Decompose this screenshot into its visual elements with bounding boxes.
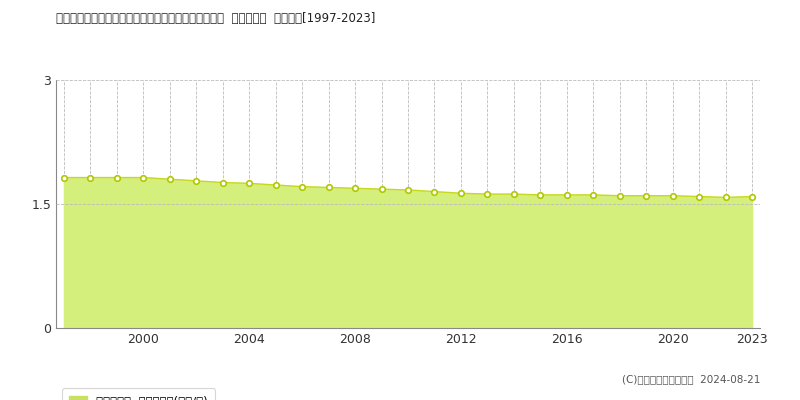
Text: 福島県南会津郡下郷町大字落合字下ノ原８４８番９外  基準地価格  地価推移[1997-2023]: 福島県南会津郡下郷町大字落合字下ノ原８４８番９外 基準地価格 地価推移[1997… — [56, 12, 375, 25]
Legend: 基準地価格  平均坪単価(万円/坪): 基準地価格 平均坪単価(万円/坪) — [62, 388, 215, 400]
Text: (C)土地価格ドットコム  2024-08-21: (C)土地価格ドットコム 2024-08-21 — [622, 374, 760, 384]
